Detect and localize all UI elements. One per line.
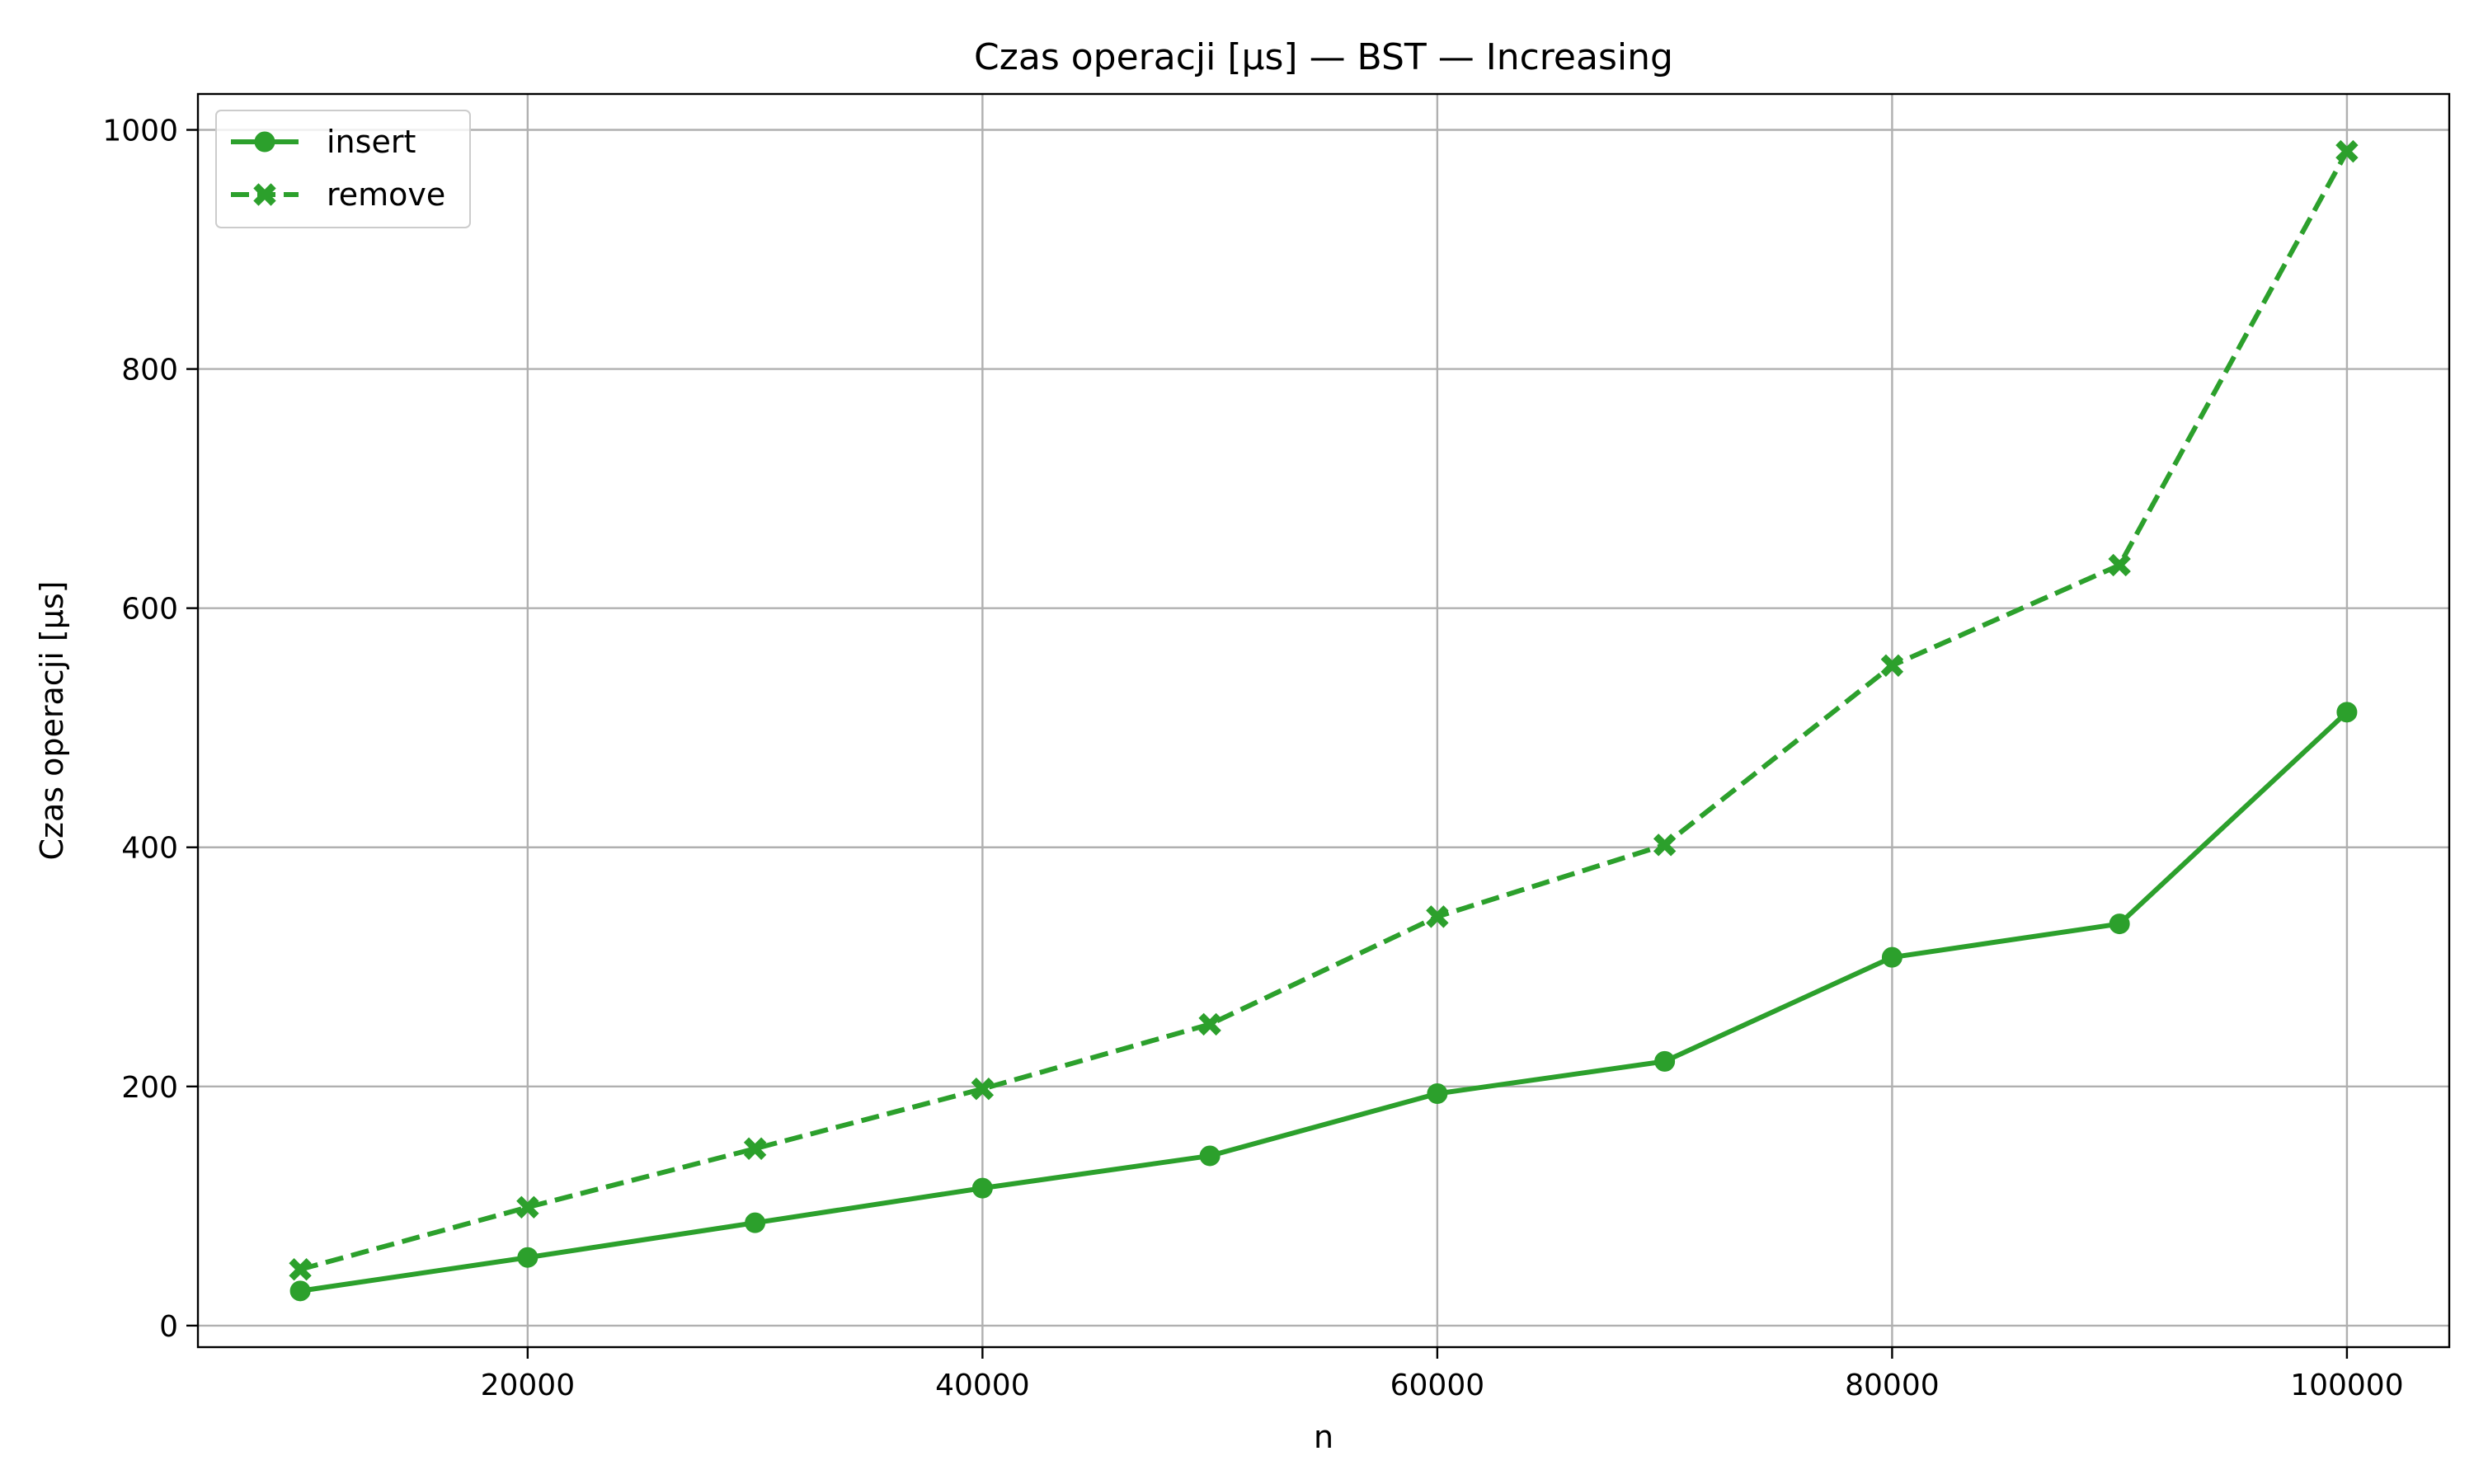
data-point-insert <box>1427 1083 1448 1105</box>
x-tick-label: 60000 <box>1390 1369 1485 1402</box>
data-point-insert <box>1881 946 1903 968</box>
x-tick-label: 100000 <box>2290 1369 2403 1402</box>
data-point-remove <box>289 1258 312 1281</box>
data-point-remove <box>2335 139 2359 163</box>
plot-frame <box>196 92 2451 1349</box>
y-tick-label: 1000 <box>102 115 178 148</box>
legend-label: insert <box>327 124 416 160</box>
y-tick-label: 400 <box>121 832 178 866</box>
series-insert <box>289 702 2358 1302</box>
legend: insert remove <box>215 110 471 228</box>
series-line-remove <box>299 150 2349 1272</box>
series-line-insert <box>299 710 2349 1294</box>
legend-entry-remove: remove <box>231 176 445 213</box>
data-point-remove <box>971 1078 995 1101</box>
data-point-remove <box>1198 1012 1221 1036</box>
data-point-remove <box>743 1137 767 1160</box>
data-point-remove <box>1880 654 1904 677</box>
y-tick-label: 200 <box>121 1071 178 1105</box>
y-axis-label: Czas operacji [µs] <box>34 580 70 860</box>
series-group <box>289 139 2359 1302</box>
data-point-insert <box>971 1177 993 1199</box>
data-point-insert <box>517 1247 539 1268</box>
x-tick-label: 20000 <box>481 1369 576 1402</box>
y-tick-label: 800 <box>121 354 178 387</box>
series-remove <box>289 139 2359 1281</box>
data-point-insert <box>745 1212 766 1233</box>
data-point-remove <box>1426 905 1449 928</box>
legend-label: remove <box>327 176 445 213</box>
chart-title: Czas operacji [µs] — BST — Increasing <box>974 36 1673 78</box>
legend-entry-insert: insert <box>231 124 416 160</box>
data-point-insert <box>289 1280 311 1302</box>
data-point-remove <box>1653 834 1677 857</box>
grid <box>198 94 2449 1347</box>
data-point-remove <box>2108 553 2131 577</box>
data-point-remove <box>516 1195 539 1219</box>
data-point-insert <box>2109 913 2130 935</box>
legend-marker <box>253 183 276 206</box>
data-point-insert <box>1199 1145 1221 1167</box>
y-tick-label: 0 <box>159 1310 178 1344</box>
data-point-insert <box>1654 1050 1676 1072</box>
legend-marker <box>254 131 275 153</box>
x-tick-label: 40000 <box>935 1369 1030 1402</box>
ticks: 20000 40000 60000 80000 100000 0 200 400 600 800 1… <box>102 115 2403 1402</box>
y-tick-label: 600 <box>121 593 178 627</box>
x-tick-label: 80000 <box>1845 1369 1940 1402</box>
legend-entries: insert remove <box>231 124 445 213</box>
x-axis-label: n <box>1314 1419 1333 1455</box>
data-point-insert <box>2336 702 2358 723</box>
